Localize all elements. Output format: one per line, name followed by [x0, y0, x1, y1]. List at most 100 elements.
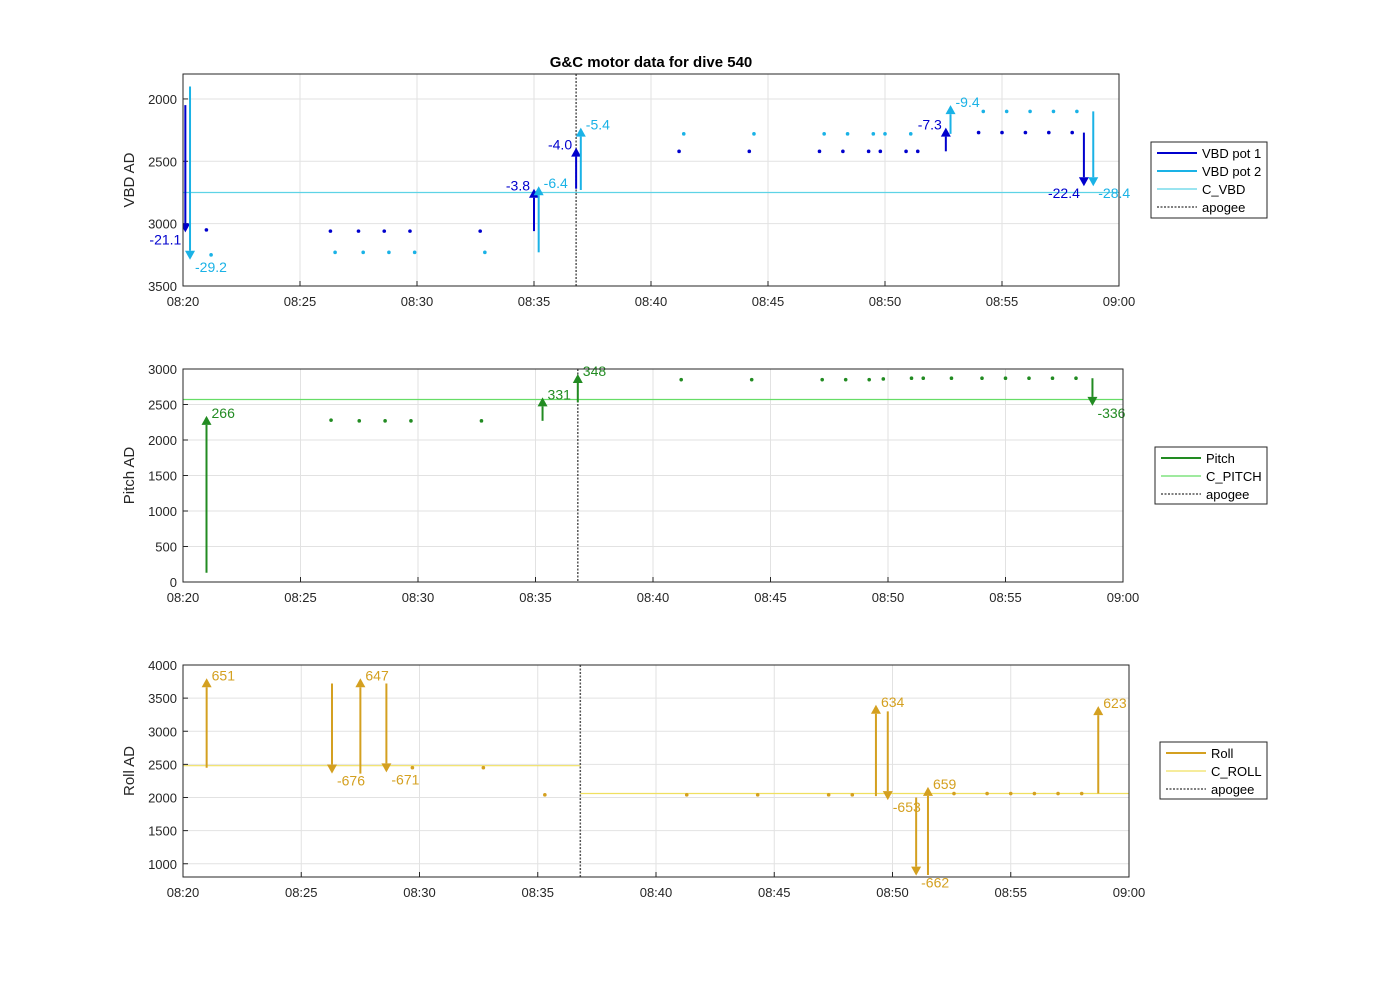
axes-frame	[182, 73, 1120, 287]
data-point	[952, 791, 956, 796]
move-arrow-head	[201, 415, 212, 425]
x-tick-label: 08:40	[640, 885, 673, 900]
data-point	[871, 132, 876, 136]
data-point	[478, 229, 482, 233]
data-point	[845, 132, 850, 136]
move-arrow-head	[575, 127, 586, 137]
move-arrow-head	[572, 373, 583, 383]
y-tick-label: 2000	[148, 92, 177, 107]
plot-content	[183, 74, 1119, 286]
data-point	[866, 149, 871, 154]
move-arrow-head	[1088, 177, 1099, 187]
x-tick-label: 08:25	[285, 885, 318, 900]
y-tick-label: 4000	[148, 658, 177, 673]
data-point	[1079, 791, 1084, 796]
x-tick-label: 08:40	[635, 294, 668, 309]
move-label: -6.4	[544, 175, 568, 191]
move-label: -676	[337, 773, 365, 789]
move-label: -336	[1097, 405, 1125, 421]
data-point	[1003, 376, 1008, 381]
data-point	[1075, 109, 1079, 114]
data-point	[883, 132, 887, 136]
x-tick-label: 08:35	[521, 885, 554, 900]
move-arrow-head	[945, 105, 956, 115]
legend-label: Roll	[1211, 746, 1234, 761]
move-arrow-head	[355, 678, 366, 688]
move-arrow-head	[529, 188, 539, 198]
move-label: 266	[212, 405, 236, 421]
y-axis-label: VBD AD	[121, 152, 138, 207]
data-point	[749, 377, 754, 382]
data-point	[980, 376, 984, 381]
vbd-axes: 08:20 08:25 08:30 08:35 08:40 08:45 08:50 08:55…	[121, 73, 1268, 309]
move-label: 634	[881, 694, 905, 710]
move-arrow-head	[882, 791, 893, 801]
data-point	[681, 132, 686, 136]
move-label: -7.3	[918, 117, 942, 133]
move-label: -9.4	[956, 94, 980, 110]
x-tick-label: 08:40	[637, 590, 670, 605]
data-point	[1056, 791, 1060, 796]
data-point	[684, 793, 689, 797]
legend-label: C_PITCH	[1206, 469, 1262, 484]
legend-label: VBD pot 1	[1202, 146, 1261, 161]
x-tick-label: 08:50	[872, 590, 905, 605]
move-arrow-head	[326, 764, 337, 774]
legend-box	[1150, 141, 1268, 219]
legend-label: apogee	[1211, 782, 1254, 797]
move-label: -5.4	[586, 117, 610, 133]
data-point	[361, 250, 365, 255]
x-tick-label: 08:25	[284, 294, 317, 309]
y-tick-label: 3500	[148, 279, 177, 294]
x-tick-label: 08:55	[986, 294, 1019, 309]
x-tick-label: 08:20	[167, 294, 200, 309]
data-point	[881, 377, 886, 381]
legend-label: C_VBD	[1202, 182, 1245, 197]
data-point	[481, 765, 486, 770]
move-label: 659	[933, 776, 957, 792]
data-point	[1028, 109, 1032, 114]
data-point	[909, 376, 914, 381]
y-tick-label: 2500	[148, 398, 177, 413]
move-arrow-head	[537, 397, 548, 407]
x-tick-label: 08:30	[403, 885, 436, 900]
data-point	[543, 793, 547, 797]
y-tick-label: 1500	[148, 824, 177, 839]
move-label: -28.4	[1098, 185, 1130, 201]
data-point	[1074, 376, 1078, 381]
data-point	[921, 376, 926, 381]
y-tick-label: 1000	[148, 857, 177, 872]
data-point	[204, 228, 209, 232]
y-tick-label: 3000	[148, 724, 177, 739]
move-arrow-head	[183, 223, 191, 233]
plot-content	[183, 665, 1129, 877]
data-point	[820, 377, 824, 382]
move-label: -653	[893, 799, 921, 815]
legend-label: apogee	[1202, 200, 1245, 215]
x-tick-label: 08:55	[989, 590, 1022, 605]
x-tick-label: 08:30	[401, 294, 434, 309]
data-point	[328, 229, 333, 233]
legend-label: apogee	[1206, 487, 1249, 502]
data-point	[908, 132, 913, 136]
data-point	[356, 229, 361, 233]
roll-axes: 08:20 08:25 08:30 08:35 08:40 08:45 08:50 08:55…	[121, 658, 1268, 900]
data-point	[412, 250, 417, 255]
data-point	[382, 229, 387, 233]
data-point	[752, 132, 756, 136]
data-point	[904, 149, 908, 154]
y-tick-label: 3000	[148, 362, 177, 377]
x-tick-label: 09:00	[1107, 590, 1140, 605]
move-label: -21.1	[149, 231, 181, 247]
move-arrow-head	[571, 147, 582, 157]
y-tick-label: 1000	[148, 504, 177, 519]
pitch-axes: 08:20 08:25 08:30 08:35 08:40 08:45 08:50 08:55…	[121, 362, 1268, 605]
move-label: -29.2	[195, 259, 227, 275]
y-tick-label: 500	[155, 540, 177, 555]
move-label: -4.0	[548, 137, 572, 153]
data-point	[747, 149, 752, 154]
data-point	[867, 377, 871, 382]
y-tick-label: 3000	[148, 217, 177, 232]
